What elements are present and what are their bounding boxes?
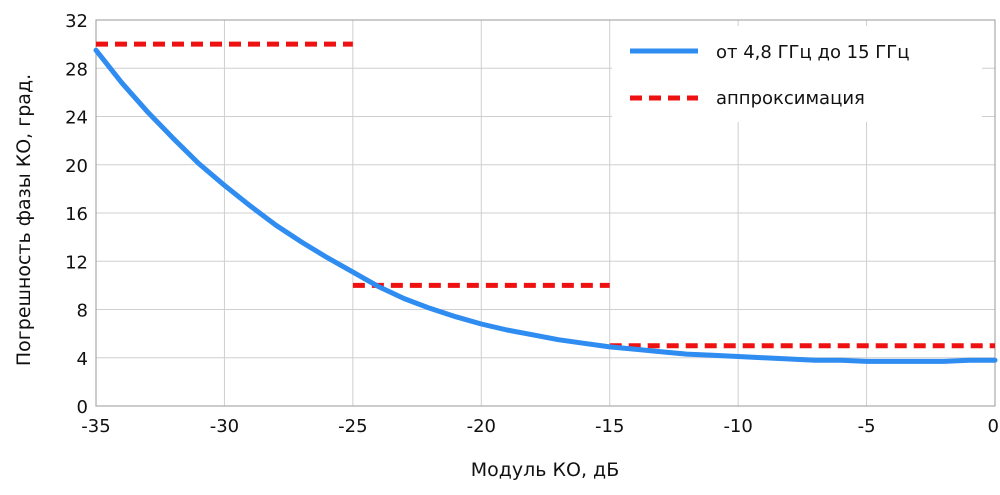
y-tick-label: 12	[65, 252, 88, 273]
legend-box	[612, 26, 982, 122]
legend-label-approximation: аппроксимация	[716, 88, 865, 109]
y-tick-label: 28	[65, 59, 88, 80]
x-tick-label: -25	[338, 416, 367, 437]
y-tick-label: 4	[77, 349, 88, 370]
y-tick-label: 24	[65, 108, 88, 129]
x-tick-label: -35	[81, 416, 110, 437]
series-layer	[93, 41, 998, 364]
series-line-measured	[93, 47, 998, 364]
x-tick-label: -20	[467, 416, 496, 437]
plot-frame	[95, 19, 996, 407]
x-tick-labels: -35 -30 -25 -20 -15 -10 -5 0	[81, 416, 999, 437]
x-tick-label: -10	[723, 416, 752, 437]
y-tick-label: 32	[65, 11, 88, 32]
x-tick-label: 0	[988, 416, 999, 437]
x-tick-label: -15	[595, 416, 624, 437]
x-tick-label: -5	[858, 416, 876, 437]
y-tick-label: 20	[65, 156, 88, 177]
legend-label-measured: от 4,8 ГГц до 15 ГГц	[716, 42, 910, 63]
x-axis-title: Модуль КО, дБ	[471, 459, 619, 481]
y-tick-label: 8	[77, 301, 88, 322]
y-tick-label: 0	[77, 397, 88, 418]
y-axis-title: Погрешность фазы КО, град.	[13, 74, 35, 366]
legend: от 4,8 ГГц до 15 ГГц аппроксимация	[612, 26, 982, 122]
y-tick-labels: 0 4 8 12 16 20 24 28 32	[65, 11, 88, 418]
y-tick-label: 16	[65, 204, 88, 225]
x-tick-label: -30	[210, 416, 239, 437]
